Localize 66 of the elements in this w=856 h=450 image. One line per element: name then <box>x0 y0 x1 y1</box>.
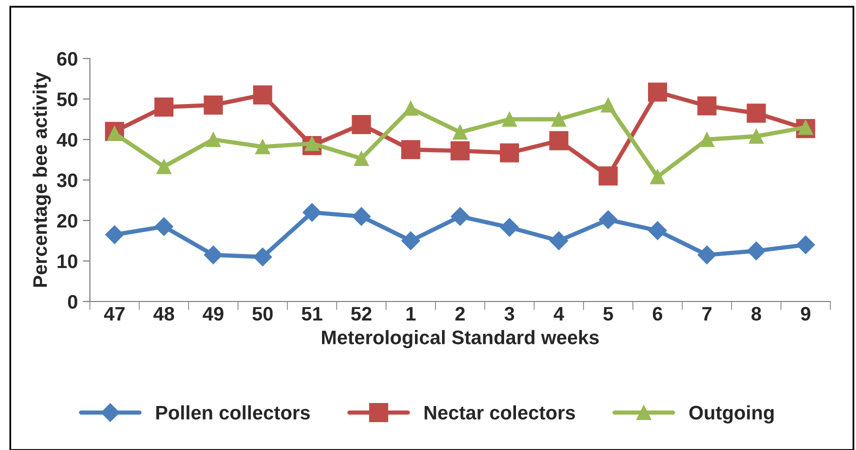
point <box>746 242 766 260</box>
x-tick-label: 8 <box>751 306 762 321</box>
x-tick-label: 51 <box>302 307 322 321</box>
point <box>748 128 764 144</box>
point <box>255 139 270 154</box>
legend-label: Outgoing <box>689 405 774 424</box>
x-tick-label: 50 <box>252 306 273 321</box>
y-tick-label: 0 <box>68 294 78 309</box>
point <box>697 96 716 116</box>
x-tick-label: 1 <box>406 307 416 320</box>
x-tick-label: 6 <box>652 306 662 321</box>
point <box>154 98 174 117</box>
point <box>500 143 520 162</box>
x-axis-title: Meterological Standard weeks <box>322 330 599 348</box>
point <box>796 235 815 254</box>
x-tick-label: 4 <box>554 307 564 320</box>
y-tick-label: 20 <box>57 214 78 228</box>
point <box>500 218 519 237</box>
y-tick-label: 40 <box>56 132 78 147</box>
point <box>648 82 668 102</box>
point <box>600 98 616 113</box>
point <box>206 132 221 147</box>
y-axis-title: Percentage bee activity <box>32 72 51 287</box>
x-tick-label: 5 <box>603 307 614 321</box>
point <box>302 203 322 222</box>
point <box>549 231 568 250</box>
legend-label: Nectar colectors <box>424 405 575 420</box>
x-tick-label: 7 <box>702 307 712 320</box>
x-tick-label: 2 <box>455 306 465 320</box>
point <box>401 140 420 160</box>
point <box>598 210 618 230</box>
y-tick-label: 50 <box>57 92 78 106</box>
point <box>452 124 468 140</box>
point <box>403 100 418 116</box>
point <box>699 132 714 147</box>
y-tick-label: 30 <box>56 173 78 188</box>
point <box>551 112 566 127</box>
point <box>598 166 618 186</box>
y-tick-label: 10 <box>58 254 78 268</box>
point <box>352 207 371 226</box>
point <box>401 231 420 250</box>
point <box>450 141 470 160</box>
y-tick-label: 60 <box>57 52 78 66</box>
point <box>450 207 470 226</box>
point <box>354 151 369 166</box>
x-tick-label: 3 <box>504 306 514 321</box>
x-tick-label: 49 <box>202 306 224 321</box>
point <box>648 221 667 240</box>
x-tick-label: 48 <box>153 306 174 321</box>
point <box>253 248 272 266</box>
x-tick-label: 52 <box>351 306 372 321</box>
point <box>698 246 716 264</box>
point <box>204 96 223 115</box>
point <box>549 131 568 150</box>
x-tick-label: 47 <box>104 307 125 320</box>
point <box>352 114 371 134</box>
point <box>502 112 517 127</box>
x-tick-label: 9 <box>800 306 810 321</box>
point <box>204 246 223 264</box>
point <box>746 104 766 123</box>
point <box>650 169 666 184</box>
legend-label: Pollen collectors <box>156 405 310 420</box>
point <box>253 85 272 104</box>
point <box>154 217 174 236</box>
point <box>105 225 124 244</box>
point <box>156 159 172 174</box>
